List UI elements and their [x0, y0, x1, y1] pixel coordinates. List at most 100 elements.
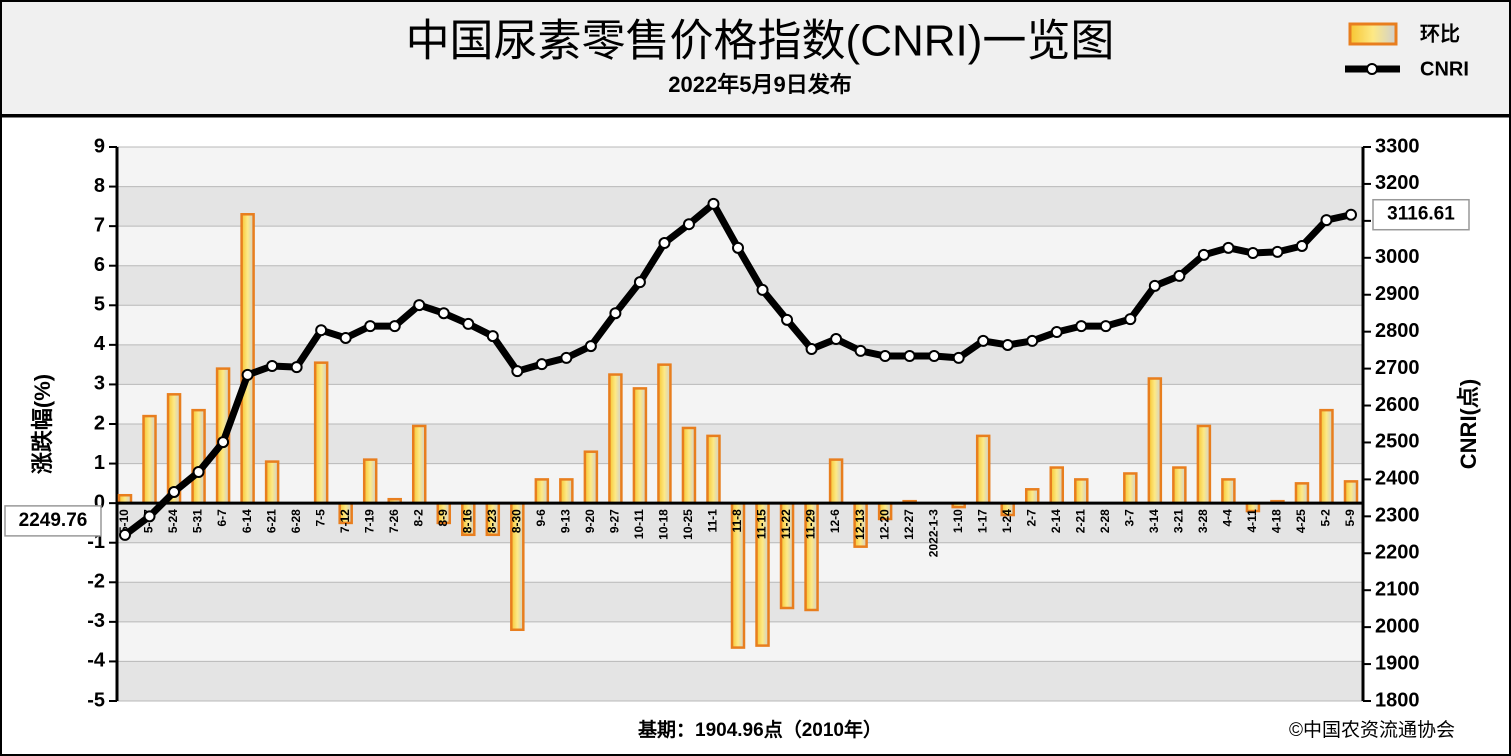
value-label: 3116.61 — [1387, 204, 1455, 225]
bar — [828, 458, 844, 505]
x-tick-label: 2-21 — [1073, 509, 1087, 533]
y-tick-label: 3 — [94, 373, 105, 395]
value-label-group: 3116.61 — [1372, 198, 1470, 231]
y2-tick-label: 2600 — [1375, 394, 1420, 416]
point — [388, 320, 401, 333]
point — [658, 237, 671, 250]
x-tick-label: 12-20 — [877, 509, 891, 540]
x-tick-label: 4-11 — [1245, 509, 1259, 533]
point — [805, 343, 818, 356]
x-tick-label: 11-8 — [730, 509, 744, 533]
x-tick-label: 12-27 — [902, 509, 916, 540]
point — [756, 283, 769, 296]
source: ©中国农资流通协会 — [1289, 719, 1455, 741]
value-label-box — [1372, 198, 1470, 231]
point — [1320, 214, 1333, 227]
x-tick-label: 11-1 — [706, 509, 720, 533]
x-tick-label: 12-6 — [828, 509, 842, 533]
point — [413, 299, 426, 312]
x-tick-label: 8-16 — [460, 509, 474, 533]
point — [903, 350, 916, 363]
x-tick-label: 6-14 — [240, 509, 254, 533]
x-tick-label: 11-29 — [804, 509, 818, 539]
y2-axis-label: CNRI(点) — [1456, 379, 1481, 469]
y2-tick-label: 2900 — [1375, 283, 1420, 305]
x-tick-label: 9-6 — [534, 509, 548, 527]
x-tick-label: 3-7 — [1122, 509, 1136, 527]
footnote: 基期：1904.96点（2010年） — [637, 718, 882, 741]
point — [830, 333, 843, 346]
x-tick-label: 5-2 — [1319, 509, 1333, 527]
point — [952, 351, 965, 364]
y2-tick-label: 2200 — [1375, 542, 1420, 564]
point — [437, 307, 450, 320]
bar — [1049, 466, 1065, 505]
bar — [142, 414, 157, 505]
y-tick-label: -3 — [87, 610, 105, 632]
x-tick-label: 8-30 — [509, 509, 523, 533]
point — [1345, 208, 1357, 221]
bar — [1074, 478, 1089, 505]
point — [584, 340, 597, 353]
point — [781, 313, 794, 326]
grid-band — [117, 424, 1363, 464]
legend-label: CNRI — [1420, 58, 1469, 80]
point — [339, 331, 352, 344]
point — [192, 466, 205, 479]
point — [1001, 338, 1014, 351]
point — [732, 241, 744, 254]
bar — [1024, 488, 1040, 505]
bar — [313, 361, 329, 505]
point — [707, 197, 720, 210]
point — [364, 320, 377, 333]
x-tick-label: 3-28 — [1196, 509, 1210, 533]
point — [168, 485, 181, 498]
x-tick-label: 2-7 — [1024, 509, 1038, 527]
y-tick-label: 2 — [94, 412, 105, 434]
bar — [362, 458, 378, 505]
y-tick-label: 1 — [94, 452, 105, 474]
bar — [657, 363, 672, 505]
y2-tick-label: 2100 — [1375, 578, 1420, 600]
x-tick-label: 8-23 — [485, 509, 499, 533]
y-tick-label: 5 — [94, 294, 105, 316]
point — [266, 360, 279, 373]
x-tick-label: 12-13 — [853, 509, 867, 540]
x-tick-label: 10-18 — [657, 509, 671, 540]
x-tick-label: 2-28 — [1098, 509, 1112, 533]
y2-tick-label: 2000 — [1375, 615, 1420, 637]
value-label-box — [4, 505, 102, 537]
point — [1148, 279, 1161, 292]
y2-tick-label: 1900 — [1375, 652, 1420, 674]
point — [119, 528, 131, 541]
bar — [264, 460, 280, 505]
x-tick-label: 3-14 — [1147, 509, 1161, 533]
x-tick-label: 1-17 — [975, 509, 989, 533]
point — [535, 358, 548, 371]
y-tick-label: 8 — [94, 175, 105, 197]
x-tick-label: 5-31 — [191, 509, 205, 533]
y2-tick-label: 2400 — [1375, 468, 1420, 490]
point — [1075, 320, 1088, 333]
point — [977, 334, 990, 347]
bar — [583, 450, 599, 505]
y2-tick-label: 1800 — [1375, 689, 1420, 711]
header — [0, 0, 1511, 116]
x-tick-label: 9-20 — [583, 509, 597, 533]
x-tick-label: 7-19 — [362, 509, 376, 533]
y-tick-label: 4 — [94, 333, 106, 355]
point — [1197, 248, 1210, 261]
y-tick-label: -4 — [87, 650, 106, 672]
x-tick-label: 5-9 — [1343, 509, 1357, 527]
point — [1050, 326, 1063, 339]
value-label: 2249.76 — [19, 510, 88, 531]
y-tick-label: -5 — [87, 689, 105, 711]
point — [143, 510, 156, 523]
point — [1246, 246, 1259, 259]
bar — [1221, 478, 1236, 505]
x-tick-label: 7-12 — [338, 509, 352, 533]
bar — [632, 387, 648, 505]
y2-tick-label: 2300 — [1375, 505, 1420, 527]
point — [1222, 241, 1235, 254]
